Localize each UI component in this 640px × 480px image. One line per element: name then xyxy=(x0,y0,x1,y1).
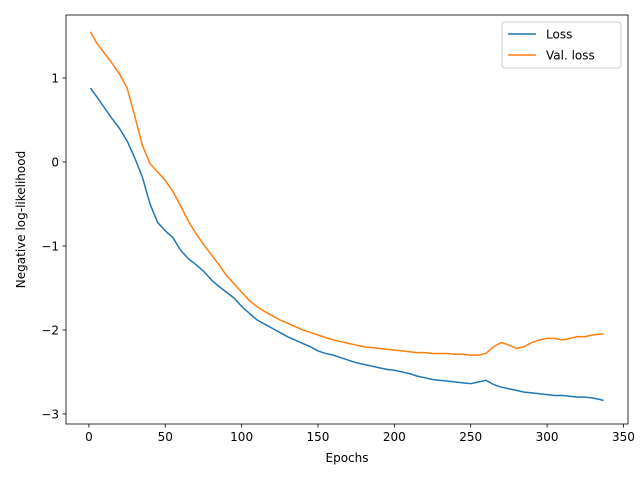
y-tick-label: −3 xyxy=(41,407,59,421)
y-axis-ticks: −3 −2 −1 0 1 xyxy=(41,71,66,421)
y-tick-label: 0 xyxy=(51,155,59,169)
x-tick-label: 50 xyxy=(158,430,173,444)
series-line-val-loss xyxy=(89,31,604,356)
x-tick-label: 0 xyxy=(85,430,93,444)
x-axis-label: Epochs xyxy=(326,451,369,465)
y-tick-label: −1 xyxy=(41,239,59,253)
x-tick-label: 100 xyxy=(230,430,253,444)
x-tick-label: 150 xyxy=(307,430,330,444)
x-tick-label: 250 xyxy=(459,430,482,444)
series-line-loss xyxy=(89,87,604,402)
x-tick-label: 200 xyxy=(383,430,406,444)
y-tick-label: 1 xyxy=(51,71,59,85)
x-tick-label: 350 xyxy=(612,430,635,444)
legend: Loss Val. loss xyxy=(501,21,622,69)
legend-label-loss: Loss xyxy=(546,28,572,42)
plot-frame xyxy=(65,14,629,425)
y-axis-label: Negative log-likelihood xyxy=(14,151,28,288)
x-axis-ticks: 0 50 100 150 200 250 300 350 xyxy=(85,424,635,444)
legend-label-val-loss: Val. loss xyxy=(546,49,595,63)
y-tick-label: −2 xyxy=(41,323,59,337)
x-tick-label: 300 xyxy=(536,430,559,444)
series-layer xyxy=(89,31,604,402)
